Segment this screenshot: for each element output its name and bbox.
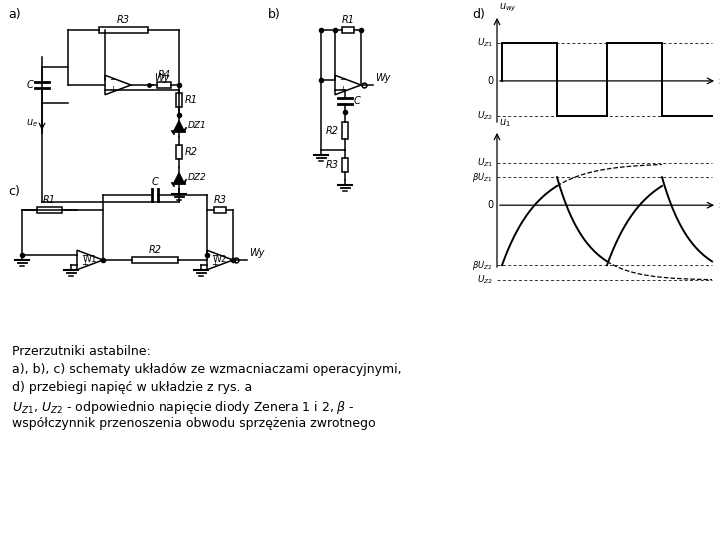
Bar <box>157 82 171 88</box>
Bar <box>214 207 226 213</box>
Text: R3: R3 <box>214 195 227 205</box>
Text: d) przebiegi napięć w układzie z rys. a: d) przebiegi napięć w układzie z rys. a <box>12 381 252 394</box>
Polygon shape <box>174 173 184 183</box>
Text: 0: 0 <box>487 200 493 210</box>
Text: R1: R1 <box>185 95 198 105</box>
Text: C: C <box>354 96 361 106</box>
Bar <box>99 27 148 33</box>
Text: +: + <box>81 260 88 269</box>
Text: W2: W2 <box>212 255 228 265</box>
Text: +: + <box>211 260 218 269</box>
Text: $U_{Z1}$: $U_{Z1}$ <box>477 37 493 49</box>
Text: c): c) <box>8 185 20 198</box>
Text: +: + <box>339 85 346 94</box>
Polygon shape <box>174 121 184 131</box>
Bar <box>342 27 354 33</box>
Text: R2: R2 <box>185 147 198 157</box>
Text: DZ1: DZ1 <box>188 122 207 131</box>
Text: Wy: Wy <box>249 248 264 258</box>
Text: W1: W1 <box>83 255 97 265</box>
Text: $U_{Z1}$: $U_{Z1}$ <box>477 157 493 170</box>
Text: $u_e$: $u_e$ <box>26 117 38 129</box>
Text: −: − <box>81 251 88 260</box>
Text: d): d) <box>472 8 485 21</box>
Text: +: + <box>109 85 116 94</box>
Text: współczynnik przenoszenia obwodu sprzężenia zwrotnego: współczynnik przenoszenia obwodu sprzęże… <box>12 417 376 430</box>
Text: b): b) <box>268 8 281 21</box>
Bar <box>176 145 182 159</box>
Text: R4: R4 <box>158 70 171 80</box>
Text: R1: R1 <box>43 195 56 205</box>
Text: C: C <box>26 80 33 90</box>
Text: R3: R3 <box>117 15 130 25</box>
Text: a): a) <box>8 8 21 21</box>
Text: Wy: Wy <box>154 73 169 83</box>
Text: −: − <box>339 76 346 85</box>
Text: R2: R2 <box>148 245 161 255</box>
Text: $\beta U_{Z1}$: $\beta U_{Z1}$ <box>472 171 493 184</box>
Text: R3: R3 <box>326 160 339 170</box>
Bar <box>342 158 348 172</box>
Text: C: C <box>152 177 158 187</box>
Bar <box>176 93 182 107</box>
Text: Wy: Wy <box>375 73 390 83</box>
Text: DZ2: DZ2 <box>188 173 207 183</box>
Text: 0: 0 <box>487 76 493 86</box>
Text: $t$: $t$ <box>718 199 720 211</box>
Text: $U_{Z1}$, $U_{Z2}$ - odpowiednio napięcie diody Zenera 1 i 2, $\beta$ -: $U_{Z1}$, $U_{Z2}$ - odpowiednio napięci… <box>12 399 355 416</box>
Text: $u_1$: $u_1$ <box>499 117 510 129</box>
Text: $t$: $t$ <box>718 75 720 87</box>
Text: −: − <box>211 251 218 260</box>
Bar <box>37 207 62 213</box>
Text: $\beta U_{Z2}$: $\beta U_{Z2}$ <box>472 259 493 272</box>
Bar <box>132 257 179 263</box>
Text: $U_{Z2}$: $U_{Z2}$ <box>477 274 493 286</box>
Text: −: − <box>109 76 116 85</box>
Text: a), b), c) schematy układów ze wzmacniaczami operacyjnymi,: a), b), c) schematy układów ze wzmacniac… <box>12 363 402 376</box>
Text: $u_{wy}$: $u_{wy}$ <box>499 2 517 14</box>
Text: Przerzutniki astabilne:: Przerzutniki astabilne: <box>12 345 150 358</box>
Text: R2: R2 <box>326 126 339 136</box>
Text: R1: R1 <box>341 15 354 25</box>
Bar <box>342 123 348 139</box>
Text: $U_{Z2}$: $U_{Z2}$ <box>477 110 493 122</box>
